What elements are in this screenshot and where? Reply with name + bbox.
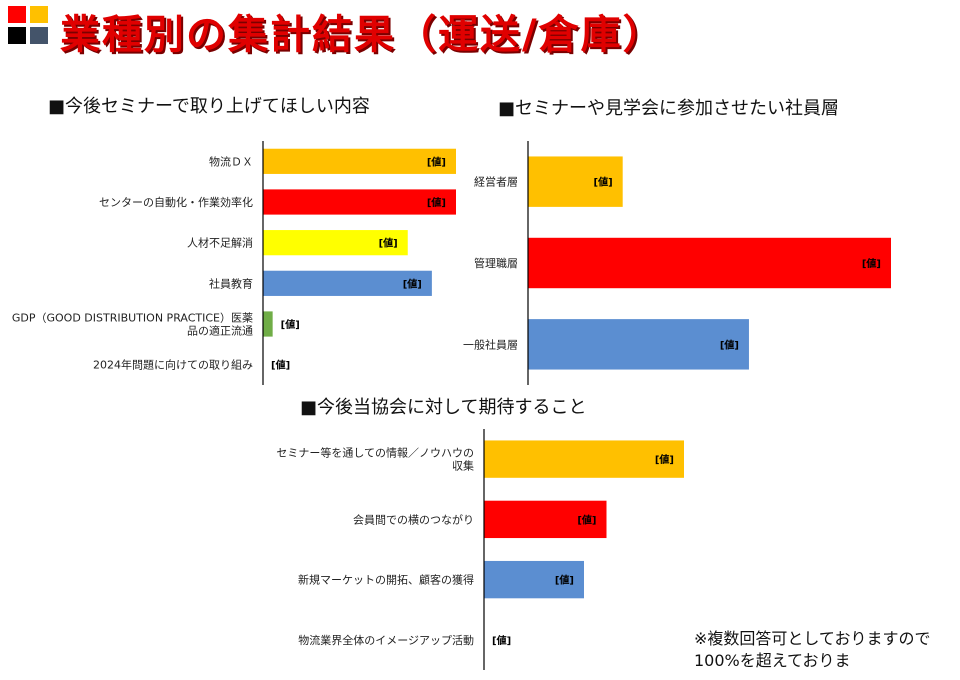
bar — [528, 156, 623, 207]
category-label: 経営者層 — [474, 175, 518, 189]
logo-square-red — [8, 6, 26, 23]
page-title: 業種別の集計結果（運送/倉庫） — [60, 12, 665, 58]
category-label: 物流ＤＸ — [209, 154, 253, 168]
category-label: 収集 — [452, 459, 474, 473]
category-label: 2024年問題に向けての取り組み — [93, 358, 253, 372]
category-label: セミナー等を通しての情報／ノウハウの — [276, 446, 474, 460]
bar — [263, 311, 273, 337]
data-label: [値] — [555, 574, 574, 587]
category-label: 新規マーケットの開拓、顧客の獲得 — [298, 573, 474, 587]
category-label: センターの自動化・作業効率化 — [99, 195, 253, 209]
logo-squares — [8, 6, 50, 46]
data-label: [値] — [271, 359, 290, 372]
data-label: [値] — [577, 513, 596, 526]
category-label: 品の適正流通 — [187, 323, 253, 337]
chart-title-expectations: ■今後当協会に対して期待すること — [300, 397, 587, 418]
category-label: GDP（GOOD DISTRIBUTION PRACTICE）医薬 — [12, 311, 253, 324]
bar — [528, 237, 891, 289]
chart-title-topics: ■今後セミナーで取り上げてほしい内容 — [48, 96, 370, 117]
bar — [263, 230, 408, 256]
data-label: [値] — [403, 277, 422, 290]
data-label: [値] — [655, 453, 674, 466]
bar — [484, 560, 584, 599]
category-label: 管理職層 — [474, 256, 518, 270]
data-label: [値] — [427, 196, 446, 209]
data-label: [値] — [492, 634, 511, 647]
data-label: [値] — [281, 318, 300, 331]
chart-topics: 物流ＤＸ [値] センターの自動化・作業効率化 [値] 人材不足解消 [値] 社員教育 [値]… — [12, 141, 456, 385]
chart-title-participants: ■セミナーや見学会に参加させたい社員層 — [498, 98, 840, 119]
bar — [263, 189, 456, 215]
bar — [484, 500, 607, 539]
footnote: ※複数回答可としておりますので100%を超えておりま — [694, 629, 931, 670]
chart-participants: 経営者層 [値] 管理職層 [値] 一般社員層 [値] — [463, 141, 891, 385]
bar — [484, 440, 684, 478]
data-label: [値] — [720, 338, 739, 351]
bar — [263, 270, 432, 296]
logo-square-gray — [30, 27, 48, 44]
category-label: 一般社員層 — [463, 337, 518, 351]
category-label: 社員教育 — [209, 276, 253, 290]
category-label: 物流業界全体のイメージアップ活動 — [298, 633, 474, 647]
logo-square-yellow — [30, 6, 48, 23]
logo-square-black — [8, 27, 26, 44]
bar — [528, 319, 749, 370]
data-label: [値] — [594, 176, 613, 189]
data-label: [値] — [427, 155, 446, 168]
data-label: [値] — [862, 257, 881, 270]
category-label: 人材不足解消 — [187, 236, 253, 250]
category-label: 会員間での横のつながり — [353, 512, 474, 526]
bar — [263, 148, 456, 174]
data-label: [値] — [379, 237, 398, 250]
